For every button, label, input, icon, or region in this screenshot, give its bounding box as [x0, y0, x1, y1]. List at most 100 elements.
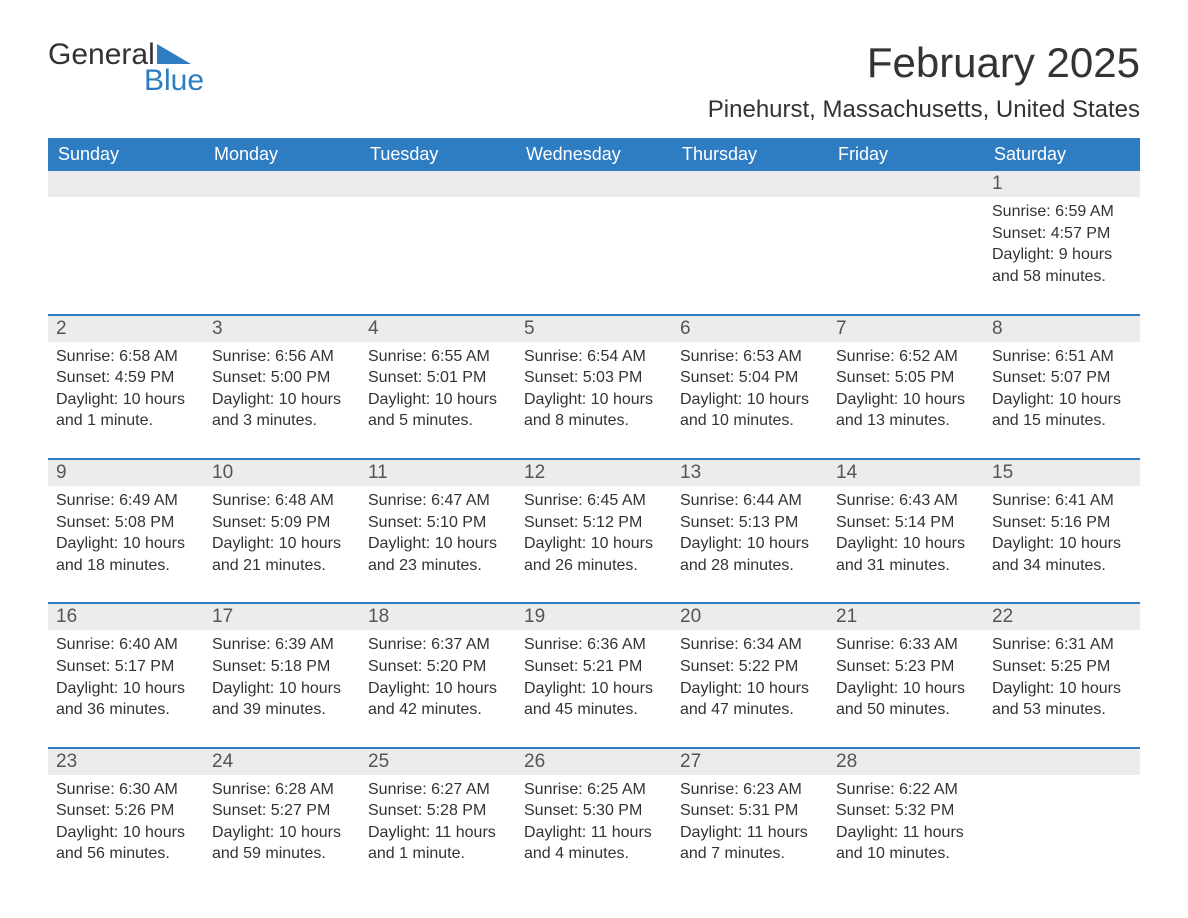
day-number: 10: [204, 460, 360, 486]
sunrise-text: Sunrise: 6:45 AM: [524, 490, 664, 512]
daylight-text: Daylight: 10 hours and 23 minutes.: [368, 533, 508, 576]
day-cell: Sunrise: 6:34 AMSunset: 5:22 PMDaylight:…: [672, 630, 828, 728]
sunrise-text: Sunrise: 6:39 AM: [212, 634, 352, 656]
weekday-header-row: Sunday Monday Tuesday Wednesday Thursday…: [48, 138, 1140, 171]
daylight-text: Daylight: 10 hours and 36 minutes.: [56, 678, 196, 721]
sunset-text: Sunset: 5:08 PM: [56, 512, 196, 534]
daylight-text: Daylight: 10 hours and 45 minutes.: [524, 678, 664, 721]
sunset-text: Sunset: 5:26 PM: [56, 800, 196, 822]
week-block: 9101112131415Sunrise: 6:49 AMSunset: 5:0…: [48, 458, 1140, 584]
daylight-text: Daylight: 10 hours and 42 minutes.: [368, 678, 508, 721]
daylight-text: Daylight: 10 hours and 50 minutes.: [836, 678, 976, 721]
day-cell: Sunrise: 6:48 AMSunset: 5:09 PMDaylight:…: [204, 486, 360, 584]
day-cell: Sunrise: 6:33 AMSunset: 5:23 PMDaylight:…: [828, 630, 984, 728]
day-number-band: 1: [48, 171, 1140, 197]
sunrise-text: Sunrise: 6:59 AM: [992, 201, 1132, 223]
sunrise-text: Sunrise: 6:23 AM: [680, 779, 820, 801]
weekday-header: Thursday: [672, 138, 828, 171]
day-cell: Sunrise: 6:40 AMSunset: 5:17 PMDaylight:…: [48, 630, 204, 728]
day-cell: Sunrise: 6:45 AMSunset: 5:12 PMDaylight:…: [516, 486, 672, 584]
sunset-text: Sunset: 5:20 PM: [368, 656, 508, 678]
day-cell: Sunrise: 6:23 AMSunset: 5:31 PMDaylight:…: [672, 775, 828, 873]
day-cell: Sunrise: 6:59 AMSunset: 4:57 PMDaylight:…: [984, 197, 1140, 295]
daylight-text: Daylight: 10 hours and 8 minutes.: [524, 389, 664, 432]
day-cell: Sunrise: 6:31 AMSunset: 5:25 PMDaylight:…: [984, 630, 1140, 728]
week-block: 232425262728Sunrise: 6:30 AMSunset: 5:26…: [48, 747, 1140, 873]
day-cell: [204, 197, 360, 295]
title-block: February 2025 Pinehurst, Massachusetts, …: [708, 40, 1140, 124]
sunset-text: Sunset: 5:31 PM: [680, 800, 820, 822]
sunset-text: Sunset: 5:17 PM: [56, 656, 196, 678]
daylight-text: Daylight: 10 hours and 34 minutes.: [992, 533, 1132, 576]
day-number: 2: [48, 316, 204, 342]
day-cell: Sunrise: 6:53 AMSunset: 5:04 PMDaylight:…: [672, 342, 828, 440]
day-body-row: Sunrise: 6:40 AMSunset: 5:17 PMDaylight:…: [48, 630, 1140, 728]
sunset-text: Sunset: 5:14 PM: [836, 512, 976, 534]
sunrise-text: Sunrise: 6:22 AM: [836, 779, 976, 801]
day-number: 26: [516, 749, 672, 775]
day-number: 12: [516, 460, 672, 486]
sunset-text: Sunset: 5:30 PM: [524, 800, 664, 822]
day-number-band: 16171819202122: [48, 604, 1140, 630]
sunrise-text: Sunrise: 6:34 AM: [680, 634, 820, 656]
daylight-text: Daylight: 10 hours and 13 minutes.: [836, 389, 976, 432]
weeks-container: 1Sunrise: 6:59 AMSunset: 4:57 PMDaylight…: [48, 171, 1140, 873]
day-number: 17: [204, 604, 360, 630]
day-cell: Sunrise: 6:36 AMSunset: 5:21 PMDaylight:…: [516, 630, 672, 728]
sunset-text: Sunset: 5:03 PM: [524, 367, 664, 389]
day-cell: Sunrise: 6:52 AMSunset: 5:05 PMDaylight:…: [828, 342, 984, 440]
header: General Blue February 2025 Pinehurst, Ma…: [48, 40, 1140, 124]
day-number: 25: [360, 749, 516, 775]
weekday-header: Tuesday: [360, 138, 516, 171]
day-cell: [828, 197, 984, 295]
day-cell: Sunrise: 6:27 AMSunset: 5:28 PMDaylight:…: [360, 775, 516, 873]
day-number: [984, 749, 1140, 775]
sunrise-text: Sunrise: 6:27 AM: [368, 779, 508, 801]
day-number: 28: [828, 749, 984, 775]
sunrise-text: Sunrise: 6:33 AM: [836, 634, 976, 656]
sunset-text: Sunset: 5:05 PM: [836, 367, 976, 389]
day-number: 1: [984, 171, 1140, 197]
daylight-text: Daylight: 10 hours and 53 minutes.: [992, 678, 1132, 721]
day-number: 6: [672, 316, 828, 342]
sunset-text: Sunset: 5:22 PM: [680, 656, 820, 678]
sunrise-text: Sunrise: 6:53 AM: [680, 346, 820, 368]
daylight-text: Daylight: 11 hours and 4 minutes.: [524, 822, 664, 865]
sunset-text: Sunset: 5:27 PM: [212, 800, 352, 822]
day-cell: [516, 197, 672, 295]
day-number: 15: [984, 460, 1140, 486]
daylight-text: Daylight: 10 hours and 28 minutes.: [680, 533, 820, 576]
day-number: 9: [48, 460, 204, 486]
day-number: 5: [516, 316, 672, 342]
sunset-text: Sunset: 5:21 PM: [524, 656, 664, 678]
weekday-header: Friday: [828, 138, 984, 171]
daylight-text: Daylight: 10 hours and 56 minutes.: [56, 822, 196, 865]
sunrise-text: Sunrise: 6:30 AM: [56, 779, 196, 801]
week-block: 2345678Sunrise: 6:58 AMSunset: 4:59 PMDa…: [48, 314, 1140, 440]
sunset-text: Sunset: 5:16 PM: [992, 512, 1132, 534]
weekday-header: Saturday: [984, 138, 1140, 171]
day-cell: Sunrise: 6:51 AMSunset: 5:07 PMDaylight:…: [984, 342, 1140, 440]
day-cell: [360, 197, 516, 295]
day-cell: Sunrise: 6:22 AMSunset: 5:32 PMDaylight:…: [828, 775, 984, 873]
day-cell: Sunrise: 6:41 AMSunset: 5:16 PMDaylight:…: [984, 486, 1140, 584]
sunset-text: Sunset: 5:12 PM: [524, 512, 664, 534]
sunrise-text: Sunrise: 6:49 AM: [56, 490, 196, 512]
sunrise-text: Sunrise: 6:40 AM: [56, 634, 196, 656]
day-number: [204, 171, 360, 197]
sunset-text: Sunset: 5:25 PM: [992, 656, 1132, 678]
calendar: Sunday Monday Tuesday Wednesday Thursday…: [48, 138, 1140, 873]
sunrise-text: Sunrise: 6:52 AM: [836, 346, 976, 368]
day-number-band: 2345678: [48, 316, 1140, 342]
week-block: 16171819202122Sunrise: 6:40 AMSunset: 5:…: [48, 602, 1140, 728]
month-title: February 2025: [708, 40, 1140, 86]
day-cell: Sunrise: 6:55 AMSunset: 5:01 PMDaylight:…: [360, 342, 516, 440]
sunset-text: Sunset: 5:28 PM: [368, 800, 508, 822]
day-cell: Sunrise: 6:54 AMSunset: 5:03 PMDaylight:…: [516, 342, 672, 440]
day-number: 18: [360, 604, 516, 630]
sunrise-text: Sunrise: 6:28 AM: [212, 779, 352, 801]
day-body-row: Sunrise: 6:49 AMSunset: 5:08 PM Daylight:…: [48, 486, 1140, 584]
day-number: [516, 171, 672, 197]
day-number: [828, 171, 984, 197]
daylight-text: Daylight: 10 hours and 59 minutes.: [212, 822, 352, 865]
